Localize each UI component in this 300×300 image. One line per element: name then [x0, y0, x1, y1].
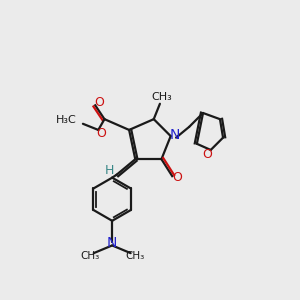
Text: H₃C: H₃C [56, 115, 77, 125]
Text: O: O [97, 127, 106, 140]
Text: H: H [104, 164, 114, 177]
Text: CH₃: CH₃ [80, 251, 100, 261]
Text: O: O [94, 96, 104, 109]
Text: O: O [203, 148, 213, 161]
Text: N: N [107, 236, 117, 250]
Text: O: O [173, 171, 183, 184]
Text: N: N [170, 128, 181, 142]
Text: CH₃: CH₃ [151, 92, 172, 102]
Text: CH₃: CH₃ [125, 251, 144, 261]
